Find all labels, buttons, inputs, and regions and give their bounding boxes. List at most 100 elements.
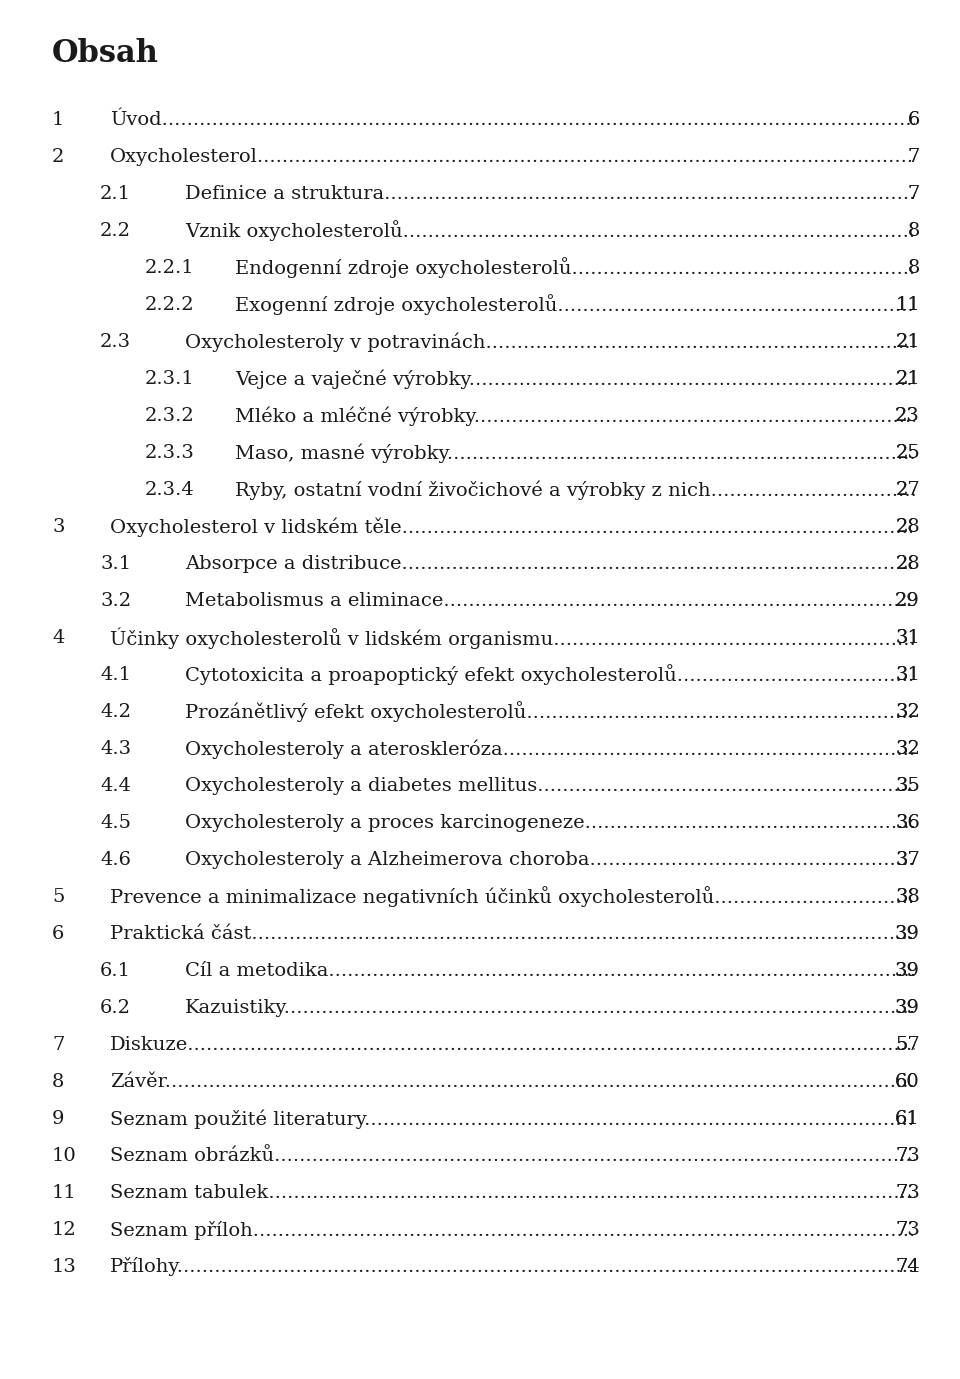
Text: 6.1: 6.1 [100,963,131,980]
Text: 39: 39 [895,963,920,980]
Text: 4.2: 4.2 [100,703,131,721]
Text: 60: 60 [896,1073,920,1091]
Text: 10: 10 [52,1147,77,1165]
Text: 6.2: 6.2 [100,998,131,1016]
Text: Seznam obrázků..................................................................: Seznam obrázků..........................… [110,1147,960,1165]
Text: 21: 21 [896,370,920,387]
Text: 2.1: 2.1 [100,185,131,203]
Text: Vejce a vaječné výrobky.........................................................: Vejce a vaječné výrobky.................… [235,370,960,389]
Text: 13: 13 [52,1258,77,1276]
Text: 57: 57 [896,1036,920,1054]
Text: 37: 37 [895,851,920,869]
Text: 73: 73 [895,1147,920,1165]
Text: 37: 37 [895,851,920,869]
Text: Endogenní zdroje oxycholesterolů................................................: Endogenní zdroje oxycholesterolů........… [235,258,960,279]
Text: 74: 74 [896,1258,920,1276]
Text: 73: 73 [895,1185,920,1202]
Text: Oxycholesterol v lidském těle...................................................: Oxycholesterol v lidském těle...........… [110,517,960,536]
Text: 7: 7 [907,185,920,203]
Text: Účinky oxycholesterolů v lidském organismu......................................: Účinky oxycholesterolů v lidském organis… [110,627,960,648]
Text: 3: 3 [52,519,64,536]
Text: 38: 38 [895,888,920,906]
Text: Cíl a metodika..................................................................: Cíl a metodika..........................… [185,963,960,980]
Text: 1: 1 [52,110,64,130]
Text: Absorpce a distribuce...........................................................: Absorpce a distribuce...................… [185,554,960,574]
Text: 21: 21 [896,370,920,387]
Text: Oxycholesteroly a diabetes mellitus.............................................: Oxycholesteroly a diabetes mellitus.....… [185,776,960,796]
Text: 61: 61 [896,1110,920,1128]
Text: 12: 12 [52,1220,77,1238]
Text: 8: 8 [907,222,920,240]
Text: 31: 31 [895,629,920,647]
Text: Mléko a mléčné výrobky..........................................................: Mléko a mléčné výrobky..................… [235,407,960,426]
Text: 6: 6 [907,110,920,130]
Text: 2.3.4: 2.3.4 [145,481,195,499]
Text: 4.5: 4.5 [100,814,131,832]
Text: Úvod............................................................................: Úvod....................................… [110,110,960,130]
Text: Oxycholesteroly v potravinách...................................................: Oxycholesteroly v potravinách...........… [185,332,960,352]
Text: 3.2: 3.2 [100,592,132,610]
Text: Exogenní zdroje oxycholesterolů.................................................: Exogenní zdroje oxycholesterolů.........… [235,295,960,316]
Text: 25: 25 [896,444,920,462]
Text: 27: 27 [896,481,920,499]
Text: 32: 32 [895,703,920,721]
Text: Kazuistiky......................................................................: Kazuistiky..............................… [185,998,960,1016]
Text: Maso, masné výrobky.............................................................: Maso, masné výrobky.....................… [235,443,960,463]
Text: 8: 8 [907,259,920,277]
Text: 29: 29 [895,592,920,610]
Text: 23: 23 [895,407,920,425]
Text: 8: 8 [907,222,920,240]
Text: 2.3.3: 2.3.3 [145,444,195,462]
Text: Oxycholesterol..................................................................: Oxycholesterol..........................… [110,148,960,165]
Text: 28: 28 [896,554,920,574]
Text: 28: 28 [896,554,920,574]
Text: 28: 28 [896,519,920,536]
Text: Diskuze.........................................................................: Diskuze.................................… [110,1036,960,1054]
Text: 4: 4 [52,629,64,647]
Text: 2.2.2: 2.2.2 [145,296,195,314]
Text: 9: 9 [52,1110,64,1128]
Text: 2.3.1: 2.3.1 [145,370,195,387]
Text: 35: 35 [895,776,920,796]
Text: 74: 74 [896,1258,920,1276]
Text: 21: 21 [896,332,920,352]
Text: Seznam použité literatury.......................................................: Seznam použité literatury...............… [110,1109,960,1129]
Text: Seznam tabulek..................................................................: Seznam tabulek..........................… [110,1185,960,1202]
Text: 2.3.2: 2.3.2 [145,407,195,425]
Text: 73: 73 [895,1185,920,1202]
Text: 4.4: 4.4 [100,776,131,796]
Text: 11: 11 [896,296,920,314]
Text: 3.1: 3.1 [100,554,132,574]
Text: 57: 57 [896,1036,920,1054]
Text: Oxycholesteroly a Alzheimerova choroba..........................................: Oxycholesteroly a Alzheimerova choroba..… [185,851,960,869]
Text: 39: 39 [895,998,920,1016]
Text: Oxycholesteroly a proces karcinogeneze..........................................: Oxycholesteroly a proces karcinogeneze..… [185,814,960,832]
Text: 73: 73 [895,1220,920,1238]
Text: 2.3: 2.3 [100,332,132,352]
Text: Prevence a minimalizace negativních účinků oxycholesterolů......................: Prevence a minimalizace negativních účin… [110,887,960,907]
Text: 32: 32 [895,741,920,758]
Text: 5: 5 [52,888,64,906]
Text: 39: 39 [895,925,920,943]
Text: 6: 6 [907,110,920,130]
Text: 29: 29 [895,592,920,610]
Text: 31: 31 [895,629,920,647]
Text: Prozánětlivý efekt oxycholesterolů..............................................: Prozánětlivý efekt oxycholesterolů......… [185,702,960,723]
Text: 39: 39 [895,998,920,1016]
Text: 11: 11 [896,296,920,314]
Text: 32: 32 [895,703,920,721]
Text: 8: 8 [907,259,920,277]
Text: Závěr...........................................................................: Závěr...................................… [110,1073,960,1091]
Text: 60: 60 [896,1073,920,1091]
Text: Obsah: Obsah [52,39,159,69]
Text: 61: 61 [896,1110,920,1128]
Text: 25: 25 [896,444,920,462]
Text: 31: 31 [895,666,920,684]
Text: 32: 32 [895,741,920,758]
Text: 21: 21 [896,332,920,352]
Text: Oxycholesteroly a ateroskleróza.................................................: Oxycholesteroly a ateroskleróza.........… [185,739,960,758]
Text: 8: 8 [52,1073,64,1091]
Text: 36: 36 [895,814,920,832]
Text: Ryby, ostatní vodní živočichové a výrobky z nich................................: Ryby, ostatní vodní živočichové a výrobk… [235,480,960,499]
Text: Vznik oxycholesterolů...........................................................: Vznik oxycholesterolů...................… [185,221,960,241]
